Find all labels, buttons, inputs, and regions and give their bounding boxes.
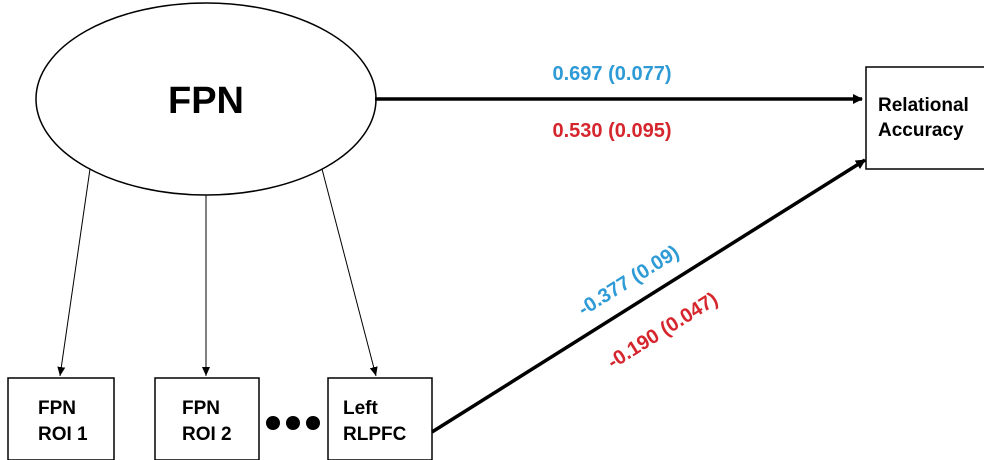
path-fpn-accuracy-blue-coef: 0.697 (0.077): [553, 63, 672, 85]
loading-arrow-roi-1: [57, 168, 91, 377]
fpn-latent-label: FPN: [168, 80, 244, 122]
relational-accuracy-label-line2: Accuracy: [878, 120, 964, 141]
path-rlpfc-accuracy-red-coef: -0.190 (0.047): [604, 288, 722, 373]
ellipsis-dot-3: [306, 416, 320, 430]
indicator-fpn-roi-2-line2: ROI 2: [182, 424, 232, 445]
indicator-fpn-roi-2-line1: FPN: [182, 398, 220, 419]
indicator-fpn-roi-1-line2: ROI 1: [38, 424, 88, 445]
ellipsis-dot-1: [266, 416, 280, 430]
indicator-left-rlpfc-line2: RLPFC: [343, 424, 407, 445]
relational-accuracy-box: [865, 66, 984, 170]
indicator-box-fpn-roi-2: [154, 377, 260, 460]
indicator-fpn-roi-1-line1: FPN: [38, 398, 76, 419]
ellipsis-dot-2: [286, 416, 300, 430]
indicator-box-left-rlpfc: [327, 377, 433, 460]
path-rlpfc-to-accuracy: [431, 158, 866, 434]
indicator-box-fpn-roi-1: [7, 377, 115, 460]
indicator-left-rlpfc-line1: Left: [343, 398, 379, 419]
path-fpn-accuracy-red-coef: 0.530 (0.095): [553, 120, 672, 142]
loading-arrow-rlpfc: [321, 168, 378, 377]
relational-accuracy-label-line1: Relational: [878, 95, 969, 116]
